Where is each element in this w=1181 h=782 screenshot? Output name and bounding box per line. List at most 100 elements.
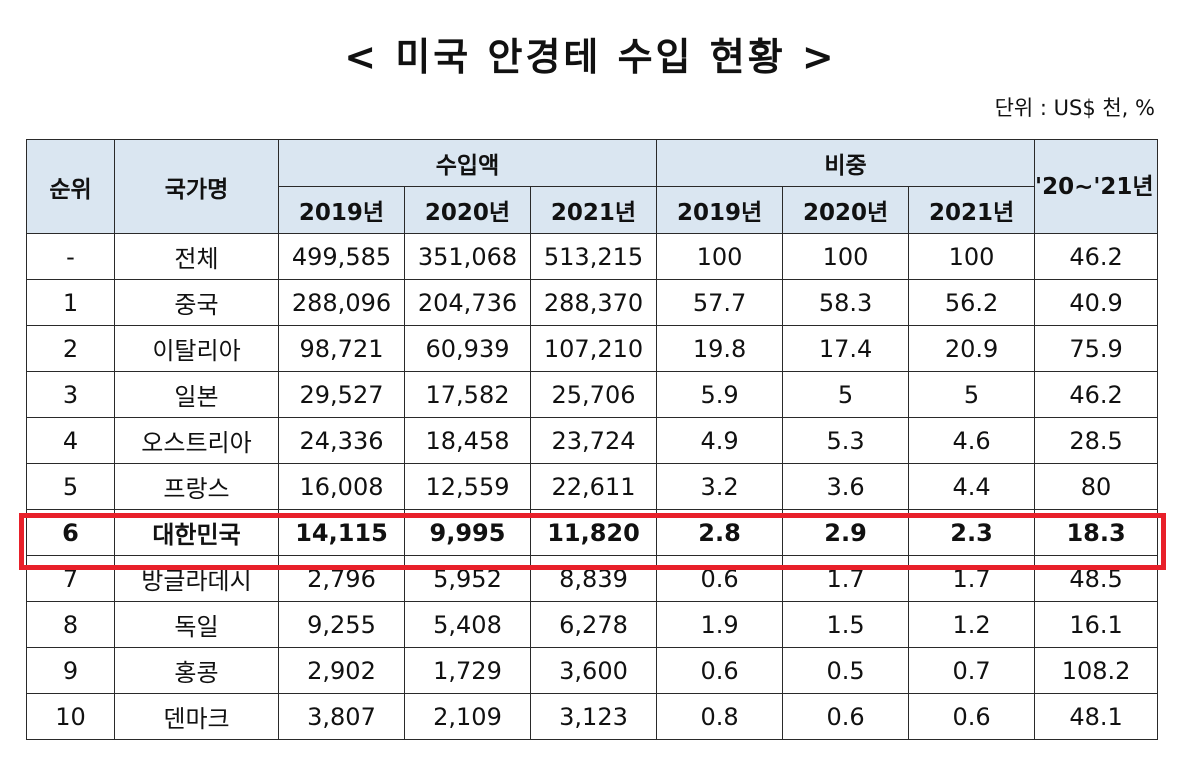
header-change: '20~'21년 증감: [1034, 139, 1159, 234]
cell-country: 홍콩: [114, 647, 279, 694]
cell-rank: 3: [26, 371, 115, 418]
table-row: 8 독일 9,255 5,408 6,278 1.9 1.5 1.2 16.1: [26, 601, 1159, 648]
cell-amount-2019: 288,096: [278, 279, 405, 326]
cell-amount-2019: 3,807: [278, 693, 405, 740]
cell-change: 28.5: [1034, 417, 1159, 464]
unit-label: 단위 : US$ 천, %: [994, 96, 1155, 120]
table-row: 9 홍콩 2,902 1,729 3,600 0.6 0.5 0.7 108.2: [26, 647, 1159, 694]
cell-share-2019: 3.2: [656, 463, 784, 510]
cell-amount-2019: 29,527: [278, 371, 405, 418]
cell-change: 46.2: [1034, 371, 1159, 418]
cell-share-2021: 4.6: [908, 417, 1036, 464]
cell-amount-2021: 23,724: [529, 417, 658, 464]
cell-share-2021: 1.7: [908, 555, 1036, 602]
cell-amount-2020: 5,408: [404, 601, 531, 648]
cell-amount-2020: 2,109: [404, 693, 531, 740]
cell-amount-2019: 24,336: [278, 417, 405, 464]
cell-rank: 10: [26, 693, 115, 740]
cell-rank: 2: [26, 325, 115, 372]
cell-amount-2021: 3,123: [529, 693, 658, 740]
cell-rank: 1: [26, 279, 115, 326]
cell-amount-2020: 204,736: [404, 279, 531, 326]
cell-amount-2019: 98,721: [278, 325, 405, 372]
table-row: - 전체 499,585 351,068 513,215 100 100 100 46.2: [26, 233, 1159, 280]
cell-rank: 6: [26, 509, 115, 556]
cell-share-2020: 1.7: [782, 555, 910, 602]
cell-change: 18.3: [1034, 509, 1159, 556]
table-row: 10 덴마크 3,807 2,109 3,123 0.8 0.6 0.6 48.1: [26, 693, 1159, 740]
cell-change: 80: [1034, 463, 1159, 510]
header-share-2019: 2019년: [656, 186, 784, 234]
cell-share-2020: 5.3: [782, 417, 910, 464]
cell-amount-2019: 2,902: [278, 647, 405, 694]
cell-change: 75.9: [1034, 325, 1159, 372]
cell-share-2019: 0.8: [656, 693, 784, 740]
table-row: 3 일본 29,527 17,582 25,706 5.9 5 5 46.2: [26, 371, 1159, 418]
cell-amount-2020: 9,995: [404, 509, 531, 556]
cell-country: 일본: [114, 371, 279, 418]
cell-share-2020: 17.4: [782, 325, 910, 372]
cell-share-2020: 1.5: [782, 601, 910, 648]
cell-share-2021: 0.7: [908, 647, 1036, 694]
cell-share-2021: 2.3: [908, 509, 1036, 556]
cell-change: 108.2: [1034, 647, 1159, 694]
cell-share-2021: 0.6: [908, 693, 1036, 740]
cell-share-2021: 5: [908, 371, 1036, 418]
cell-change: 46.2: [1034, 233, 1159, 280]
page-title: < 미국 안경테 수입 현황 >: [344, 35, 837, 79]
cell-rank: 5: [26, 463, 115, 510]
cell-share-2020: 3.6: [782, 463, 910, 510]
cell-share-2021: 56.2: [908, 279, 1036, 326]
table-row: 1 중국 288,096 204,736 288,370 57.7 58.3 56.2 40.9: [26, 279, 1159, 326]
cell-share-2019: 5.9: [656, 371, 784, 418]
cell-share-2019: 19.8: [656, 325, 784, 372]
cell-share-2021: 100: [908, 233, 1036, 280]
table-row: 6 대한민국 14,115 9,995 11,820 2.8 2.9 2.3 18.3: [26, 509, 1159, 556]
cell-country: 독일: [114, 601, 279, 648]
cell-amount-2021: 6,278: [529, 601, 658, 648]
cell-amount-2021: 288,370: [529, 279, 658, 326]
cell-share-2020: 0.6: [782, 693, 910, 740]
cell-amount-2021: 11,820: [529, 509, 658, 556]
cell-amount-2020: 1,729: [404, 647, 531, 694]
cell-amount-2019: 16,008: [278, 463, 405, 510]
cell-amount-2021: 3,600: [529, 647, 658, 694]
header-amount-2021: 2021년: [529, 186, 658, 234]
cell-share-2019: 0.6: [656, 647, 784, 694]
cell-amount-2021: 22,611: [529, 463, 658, 510]
cell-country: 이탈리아: [114, 325, 279, 372]
cell-share-2020: 0.5: [782, 647, 910, 694]
cell-country: 프랑스: [114, 463, 279, 510]
cell-country: 중국: [114, 279, 279, 326]
cell-change: 48.5: [1034, 555, 1159, 602]
cell-change: 48.1: [1034, 693, 1159, 740]
cell-rank: 8: [26, 601, 115, 648]
cell-share-2019: 1.9: [656, 601, 784, 648]
cell-share-2019: 100: [656, 233, 784, 280]
cell-rank: 9: [26, 647, 115, 694]
cell-amount-2020: 18,458: [404, 417, 531, 464]
import-table: 순위 국가명 수입액 비중 '20~'21년 증감 2019년 2020년 20…: [26, 139, 1159, 740]
table-row: 5 프랑스 16,008 12,559 22,611 3.2 3.6 4.4 80: [26, 463, 1159, 510]
cell-amount-2021: 25,706: [529, 371, 658, 418]
header-rank: 순위: [26, 139, 115, 234]
cell-amount-2019: 2,796: [278, 555, 405, 602]
cell-share-2020: 2.9: [782, 509, 910, 556]
table-row: 4 오스트리아 24,336 18,458 23,724 4.9 5.3 4.6 28.5: [26, 417, 1159, 464]
cell-country: 오스트리아: [114, 417, 279, 464]
cell-amount-2020: 5,952: [404, 555, 531, 602]
cell-amount-2020: 17,582: [404, 371, 531, 418]
header-import-amount: 수입액: [277, 139, 658, 187]
cell-share-2021: 1.2: [908, 601, 1036, 648]
cell-amount-2021: 8,839: [529, 555, 658, 602]
table-row: 7 방글라데시 2,796 5,952 8,839 0.6 1.7 1.7 48.5: [26, 555, 1159, 602]
cell-amount-2019: 14,115: [278, 509, 405, 556]
header-share-2021: 2021년: [908, 186, 1036, 234]
cell-share-2019: 2.8: [656, 509, 784, 556]
cell-country: 전체: [114, 233, 279, 280]
header-share: 비중: [656, 139, 1036, 187]
cell-share-2021: 20.9: [908, 325, 1036, 372]
cell-share-2019: 57.7: [656, 279, 784, 326]
cell-amount-2020: 351,068: [404, 233, 531, 280]
cell-country: 덴마크: [114, 693, 279, 740]
